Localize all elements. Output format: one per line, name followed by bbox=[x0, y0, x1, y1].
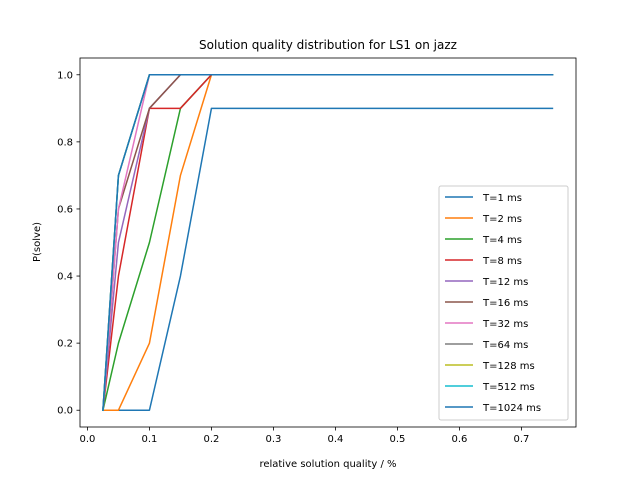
x-tick-label: 0.2 bbox=[203, 434, 219, 445]
x-tick-label: 0.7 bbox=[513, 434, 529, 445]
legend: T=1 ms T=2 ms T=4 ms T=8 ms T=12 ms T=16 ms T=… bbox=[438, 185, 569, 421]
legend-entry: T=4 ms bbox=[482, 235, 522, 246]
y-axis-label: P(solve) bbox=[32, 222, 43, 262]
x-axis-label: relative solution quality / % bbox=[259, 459, 396, 470]
plot-area: 0.0 0.1 0.2 0.3 0.4 0.5 0.6 0.7 0.0 0.2 0.4 0.6 0.8 1… bbox=[57, 57, 577, 445]
x-tick-label: 0.3 bbox=[265, 434, 281, 445]
legend-entry: T=8 ms bbox=[482, 256, 522, 267]
x-tick-label: 0.4 bbox=[327, 434, 343, 445]
y-tick-label: 0.0 bbox=[57, 406, 73, 417]
legend-entry: T=32 ms bbox=[482, 319, 528, 330]
x-tick-label: 0.6 bbox=[451, 434, 467, 445]
chart-title: Solution quality distribution for LS1 on… bbox=[199, 38, 457, 52]
legend-entry: T=2 ms bbox=[482, 214, 522, 225]
legend-entry: T=64 ms bbox=[482, 340, 528, 351]
series-line-11 bbox=[102, 74, 554, 412]
legend-entry: T=128 ms bbox=[482, 361, 535, 372]
y-tick-label: 0.4 bbox=[57, 272, 73, 283]
y-tick-label: 0.2 bbox=[57, 339, 73, 350]
y-tick-label: 1.0 bbox=[57, 70, 73, 81]
legend-box bbox=[438, 185, 569, 421]
x-tick-label: 0.5 bbox=[389, 434, 405, 445]
legend-entry: T=16 ms bbox=[482, 298, 528, 309]
y-tick-label: 0.6 bbox=[57, 204, 73, 215]
y-tick-label: 0.8 bbox=[57, 137, 73, 148]
legend-entry: T=1024 ms bbox=[482, 403, 541, 414]
x-tick-label: 0.0 bbox=[79, 434, 95, 445]
axes-frame bbox=[79, 57, 577, 428]
legend-entry: T=1 ms bbox=[482, 193, 522, 204]
legend-entry: T=12 ms bbox=[482, 277, 528, 288]
legend-entry: T=512 ms bbox=[482, 382, 535, 393]
x-tick-label: 0.1 bbox=[141, 434, 157, 445]
